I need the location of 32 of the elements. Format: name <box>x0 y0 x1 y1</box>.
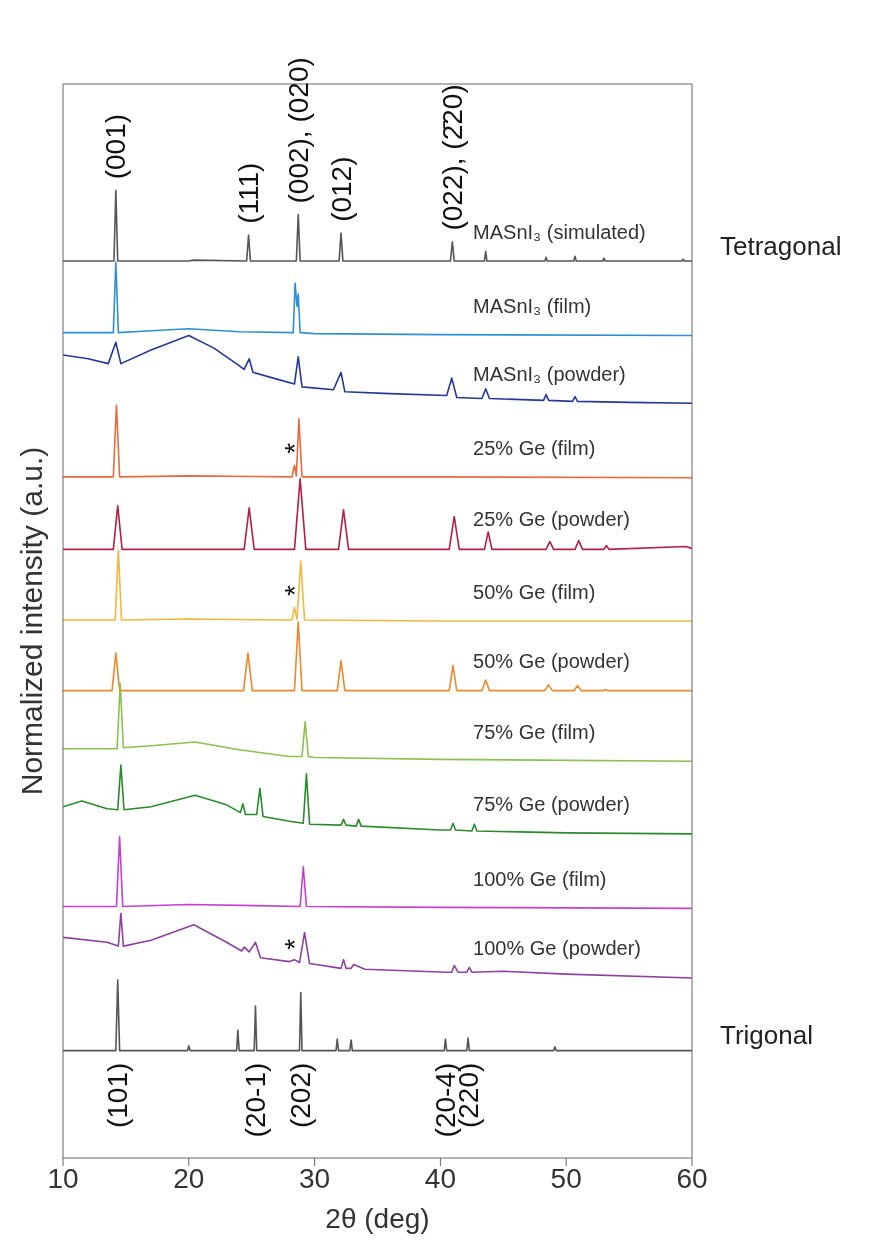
annotation: (20-1) <box>239 1062 271 1138</box>
series-label: 75% Ge (film) <box>473 720 596 743</box>
annotation: * <box>278 442 310 454</box>
annotation: (022), (2̄20) <box>436 84 468 231</box>
x-tick-label: 20 <box>173 1162 205 1194</box>
x-tick-label: 30 <box>299 1162 331 1194</box>
x-tick-label: 10 <box>47 1162 79 1194</box>
x-tick-label: 50 <box>550 1162 582 1194</box>
y-axis-title: Normalized intensity (a.u.) <box>14 446 48 796</box>
annotation: Tetragonal <box>720 230 842 261</box>
annotation: (001) <box>100 113 132 180</box>
series-label: 75% Ge (powder) <box>473 793 630 816</box>
x-axis-title: 2θ (deg) <box>325 1203 430 1234</box>
annotation: * <box>278 938 310 950</box>
annotation: (202) <box>285 1062 317 1129</box>
series-label: 25% Ge (film) <box>473 437 596 460</box>
annotation: * <box>278 584 310 596</box>
series-label: MASnI₃ (film) <box>473 295 592 318</box>
series-label: 50% Ge (film) <box>473 580 596 603</box>
annotation: (101) <box>102 1062 134 1129</box>
series-label: 50% Ge (powder) <box>473 650 630 673</box>
annotation: (111) <box>233 162 265 224</box>
series-label: MASnI₃ (powder) <box>473 363 626 385</box>
series-label: 25% Ge (powder) <box>473 508 630 530</box>
series-label: 100% Ge (film) <box>473 867 607 890</box>
x-tick-label: 60 <box>676 1162 708 1194</box>
annotation: (002), (020) <box>282 57 314 204</box>
x-tick-label: 40 <box>424 1162 456 1194</box>
series-label: MASnI₃ (simulated) <box>473 220 646 243</box>
series-label: 100% Ge (powder) <box>473 937 641 960</box>
annotation: Trigonal <box>720 1019 813 1050</box>
annotation: (012) <box>325 156 357 222</box>
